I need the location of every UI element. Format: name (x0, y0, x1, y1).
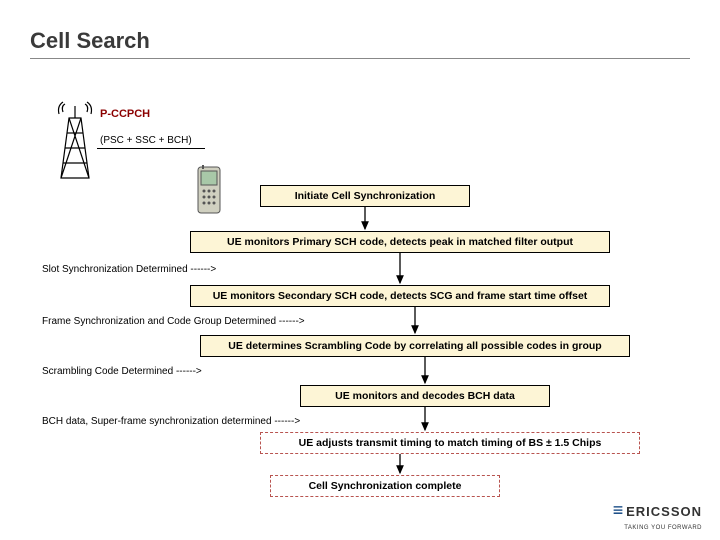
logo-tagline: TAKING YOU FORWARD (624, 525, 702, 531)
ericsson-logo: ≡ ERICSSON TAKING YOU FORWARD (613, 501, 702, 532)
box-bch: UE monitors and decodes BCH data (300, 385, 550, 407)
box-complete: Cell Synchronization complete (270, 475, 500, 497)
box-primary-sch: UE monitors Primary SCH code, detects pe… (190, 231, 610, 253)
tower-icon (55, 100, 95, 180)
box-timing: UE adjusts transmit timing to match timi… (260, 432, 640, 454)
page-title: Cell Search (30, 28, 150, 54)
logo-brand: ERICSSON (626, 504, 702, 519)
annot-slot-sync: Slot Synchronization Determined ------> (42, 264, 216, 275)
box-secondary-sch: UE monitors Secondary SCH code, detects … (190, 285, 610, 307)
phone-icon (195, 165, 223, 215)
label-pccpch: P-CCPCH (100, 108, 150, 120)
title-underline (30, 58, 690, 59)
box-initiate: Initiate Cell Synchronization (260, 185, 470, 207)
label-psc: (PSC + SSC + BCH) (100, 135, 192, 146)
annot-frame-sync: Frame Synchronization and Code Group Det… (42, 316, 305, 327)
annot-bch: BCH data, Super-frame synchronization de… (42, 416, 300, 427)
annot-scrambling: Scrambling Code Determined ------> (42, 366, 202, 377)
logo-symbol: ≡ (613, 500, 624, 520)
box-scrambling: UE determines Scrambling Code by correla… (200, 335, 630, 357)
underline-psc (97, 148, 205, 149)
